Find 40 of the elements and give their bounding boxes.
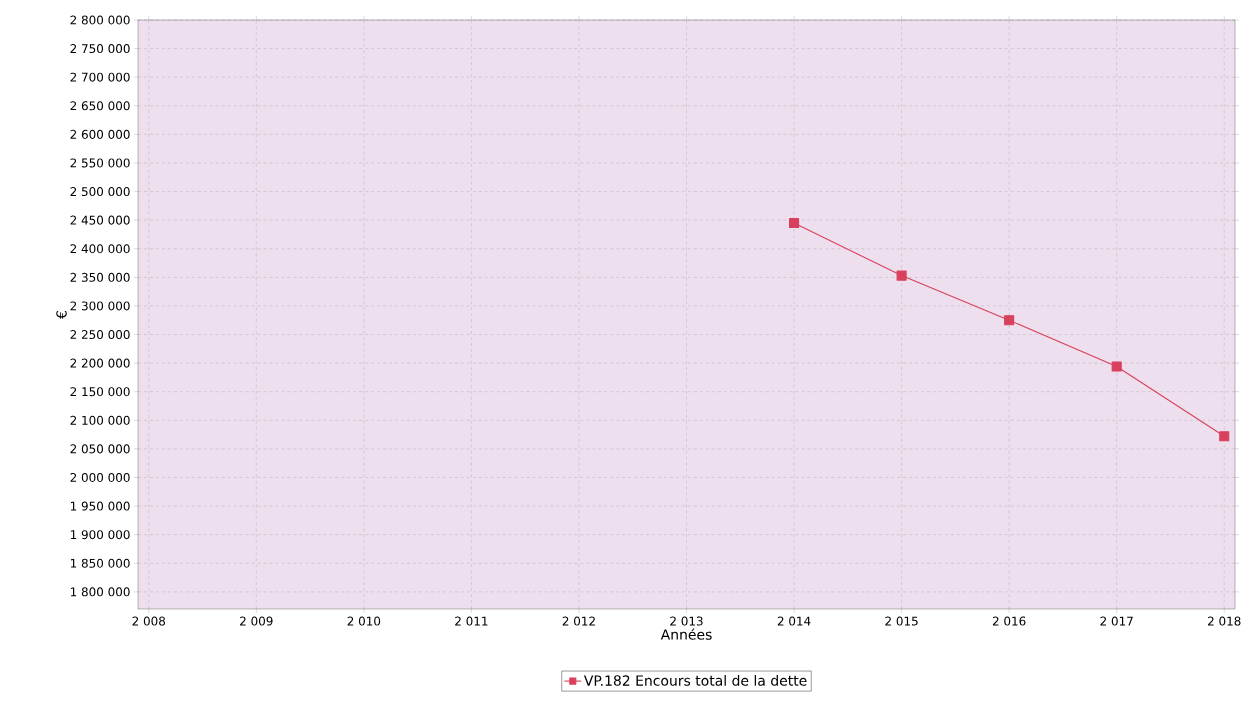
y-tick-label: 1 850 000 [70, 558, 130, 568]
y-tick-label: 2 700 000 [70, 72, 130, 82]
y-tick-label: 1 900 000 [70, 530, 130, 540]
y-tick-label: 2 600 000 [70, 129, 130, 139]
x-tick-label: 2 014 [777, 616, 811, 626]
x-tick-label: 2 010 [347, 616, 381, 626]
x-tick-label: 2 016 [992, 616, 1026, 626]
y-tick-label: 2 400 000 [70, 244, 130, 254]
y-tick-label: 2 300 000 [70, 301, 130, 311]
x-tick-label: 2 018 [1208, 616, 1241, 626]
y-tick-label: 2 050 000 [70, 444, 130, 454]
x-tick-label: 2 015 [885, 616, 918, 626]
y-tick-label: 2 750 000 [70, 44, 130, 54]
point [1111, 361, 1122, 372]
y-tick-label: 2 200 000 [70, 358, 130, 368]
x-tick-label: 2 017 [1100, 616, 1133, 626]
y-tick-label: 2 150 000 [70, 387, 130, 397]
point [896, 270, 907, 281]
x-tick-label: 2 013 [670, 616, 703, 626]
y-tick-label: 1 800 000 [70, 587, 130, 597]
y-tick-label: 2 650 000 [70, 101, 130, 111]
x-axis-title: Années [660, 628, 712, 640]
y-tick-label: 2 550 000 [70, 158, 130, 168]
x-tick-label: 2 012 [562, 616, 595, 626]
x-tick-label: 2 009 [240, 616, 273, 626]
point [1219, 431, 1230, 442]
y-tick-label: 2 800 000 [70, 15, 130, 25]
y-tick-label: 2 250 000 [70, 329, 130, 340]
y-axis-title: € [56, 310, 67, 319]
y-tick-label: 2 100 000 [70, 415, 130, 425]
x-tick-label: 2 008 [132, 616, 166, 626]
y-tick-label: 1 950 000 [70, 501, 130, 511]
y-tick-label: 2 350 000 [70, 272, 130, 282]
legend-label: VP.182 Encours total de la dette [583, 675, 807, 686]
point [1004, 315, 1015, 326]
point [789, 217, 800, 229]
y-tick-label: 2 000 000 [70, 472, 130, 482]
y-tick-label: 2 450 000 [70, 215, 130, 225]
y-tick-label: 2 500 000 [70, 187, 130, 197]
x-tick-label: 2 011 [455, 616, 488, 626]
